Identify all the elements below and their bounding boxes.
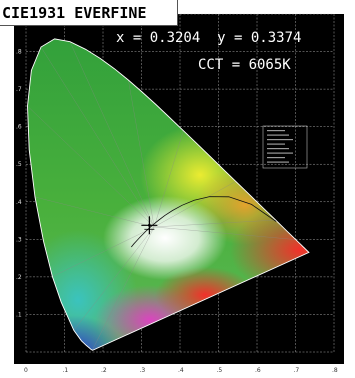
region-boundary-line [153,130,184,228]
x-tick-label: .1 [63,367,69,374]
y-tick-labels: .1 .2 .3 .4 .5 .6 .7 .8 [16,49,22,319]
y-readout: y = 0.3374 [217,30,302,46]
x-tick-label: .7 [294,367,300,374]
region-boundary-line [34,196,155,228]
region-boundary-line [92,226,155,351]
legend-line [267,157,285,159]
y-tick-label: .1 [16,311,22,318]
legend-line [267,152,293,154]
legend-line [267,143,285,145]
x-tick-label: .3 [140,367,146,374]
y-tick-label: .7 [16,86,22,93]
region-boundary-line [128,79,155,227]
region-boundary-line [40,46,155,228]
x-tick-label: .2 [101,367,107,374]
spectral-locus-outline [27,38,310,351]
region-boundary-line [154,226,296,240]
x-tick-label: .8 [332,367,338,374]
chart-title: CIE1931 EVERFINE [0,0,178,26]
y-tick-label: .6 [16,124,22,131]
region-boundary-line [52,226,155,277]
x-tick-label: .6 [255,367,261,374]
x-tick-labels: 0 .1 .2 .3 .4 .5 .6 .7 .8 [24,367,338,374]
region-boundary-line [154,219,276,228]
legend-line [267,148,289,150]
y-tick-label: .4 [16,199,22,206]
legend-line [267,130,285,132]
planckian-locus [130,196,277,248]
inset-legend-box [262,125,308,169]
legend-line [267,139,293,141]
legend-line [267,134,289,136]
x-tick-label: 0 [24,367,28,374]
x-tick-label: .4 [178,367,184,374]
legend-line [267,161,289,163]
y-tick-label: .3 [16,236,22,243]
region-boundary-line [69,41,155,228]
chromaticity-point-marker [141,216,158,235]
y-tick-label: .2 [16,274,22,281]
xy-readout: x = 0.3204 y = 0.3374 [116,30,301,46]
x-tick-label: .5 [217,367,223,374]
x-readout: x = 0.3204 [116,30,201,46]
region-boundary-line [27,105,155,228]
y-tick-label: .5 [16,161,22,168]
cct-readout: CCT = 6065K [198,57,291,73]
region-boundary-line [73,226,155,331]
region-boundary-line [154,181,236,228]
data-point [147,223,151,227]
y-tick-label: .8 [16,49,22,56]
